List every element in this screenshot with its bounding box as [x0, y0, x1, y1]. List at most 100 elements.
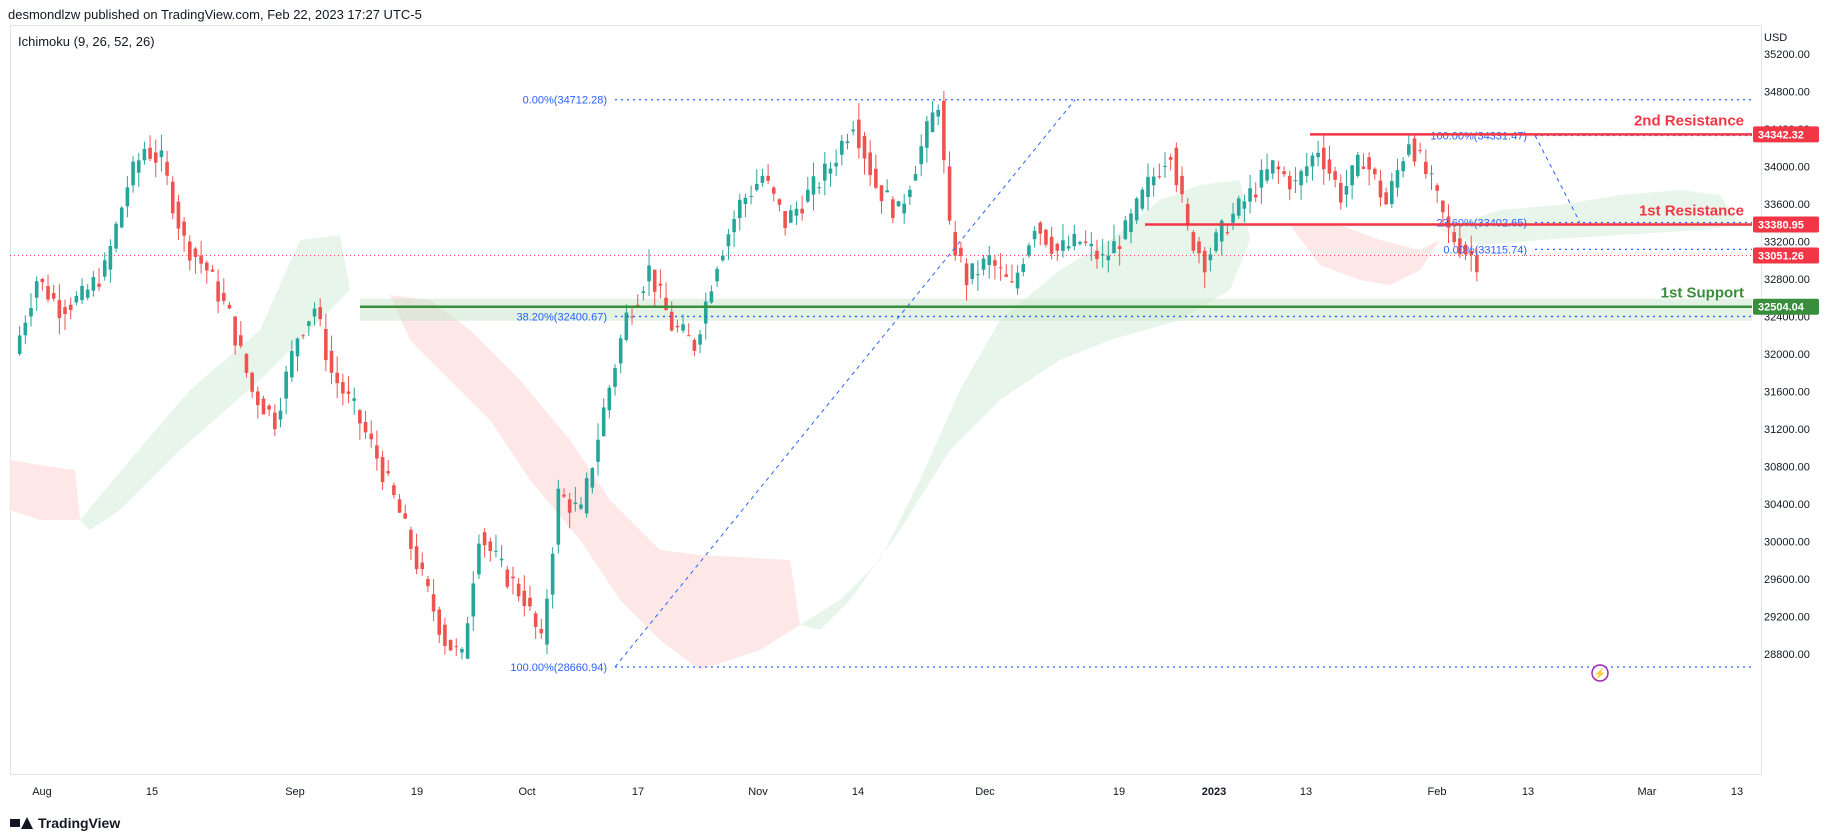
last-price-tag-label: 33051.26	[1758, 250, 1804, 262]
candle-body	[46, 286, 50, 300]
candle	[346, 376, 351, 404]
candle-body	[233, 316, 237, 346]
candle-body	[1248, 188, 1252, 202]
candle-body	[953, 232, 958, 256]
candle-body	[664, 297, 668, 311]
candle	[1338, 174, 1343, 210]
candle-body	[590, 468, 595, 488]
ichimoku-cloud-2	[390, 295, 800, 670]
candle-body	[630, 316, 634, 318]
candle-body	[1112, 241, 1116, 254]
candle	[851, 120, 855, 136]
candle	[85, 283, 90, 301]
candle	[709, 285, 714, 304]
candle-body	[766, 175, 770, 181]
candle	[193, 247, 198, 274]
candle-body	[1333, 171, 1337, 180]
candle-body	[460, 648, 464, 653]
candle-body	[1010, 281, 1014, 283]
candle-body	[777, 199, 782, 205]
candle	[908, 185, 912, 205]
candle-body	[1373, 168, 1377, 175]
candle	[403, 504, 408, 520]
candle-body	[1185, 204, 1190, 226]
candle-body	[1338, 182, 1343, 203]
candle-body	[159, 150, 164, 158]
candle	[579, 497, 583, 511]
candle	[550, 547, 555, 609]
fib-right-trend	[1534, 135, 1581, 223]
candle	[431, 579, 436, 622]
candle-body	[471, 583, 476, 617]
candle	[970, 263, 975, 285]
resistance-annotation: 2nd Resistance	[1634, 112, 1744, 129]
candle-body	[840, 140, 844, 155]
candle-body	[726, 234, 731, 247]
candle	[1174, 142, 1179, 193]
candle-body	[964, 263, 969, 286]
candle	[777, 198, 782, 212]
candle	[1083, 230, 1088, 247]
candle-body	[108, 246, 113, 270]
candle-body	[1146, 176, 1150, 197]
candle-body	[1151, 176, 1156, 186]
candle-body	[312, 308, 317, 317]
candle-body	[624, 312, 629, 340]
candle	[307, 320, 311, 337]
indicator-legend[interactable]: Ichimoku (9, 26, 52, 26)	[18, 34, 155, 49]
candle-body	[1463, 244, 1468, 255]
candle	[766, 164, 770, 185]
candle	[1163, 152, 1167, 178]
candle	[692, 337, 697, 357]
candle	[29, 293, 33, 327]
candle-body	[1236, 198, 1241, 216]
candle	[1327, 145, 1332, 181]
candle	[1140, 187, 1145, 211]
candle	[834, 149, 838, 177]
candle	[879, 185, 884, 214]
candle-body	[301, 335, 305, 337]
candle-body	[771, 187, 776, 194]
candle	[420, 552, 425, 576]
candle-body	[522, 590, 527, 607]
candle	[760, 168, 765, 187]
candle	[318, 298, 322, 327]
candle-body	[380, 457, 385, 483]
candle-body	[1407, 144, 1411, 155]
candle-body	[318, 307, 322, 320]
candle-body	[788, 210, 793, 223]
x-axis-tick: 17	[632, 786, 644, 798]
candle	[301, 334, 305, 340]
candle-body	[227, 304, 232, 309]
y-axis-tick: 31200.00	[1764, 424, 1810, 436]
y-axis-tick: 33200.00	[1764, 237, 1810, 249]
candle	[74, 291, 79, 306]
tradingview-brand[interactable]: TradingView	[10, 815, 120, 831]
candle	[635, 294, 640, 307]
candle-body	[539, 629, 544, 634]
candle	[1021, 258, 1026, 277]
candle-body	[528, 597, 532, 607]
candle	[239, 321, 243, 349]
event-lightning-icon	[1591, 664, 1609, 682]
candle	[375, 430, 379, 471]
fib-right-label: 0.00%(33115.74)	[1443, 244, 1527, 256]
candle-body	[851, 129, 855, 132]
candle	[930, 100, 935, 133]
candle-body	[834, 162, 838, 167]
candle	[148, 135, 152, 162]
candle-body	[204, 262, 209, 271]
candle	[1168, 153, 1173, 171]
candle-body	[749, 195, 753, 197]
x-axis-tick: Mar	[1638, 786, 1657, 798]
candle-body	[959, 247, 963, 257]
candle	[896, 200, 901, 207]
candle	[341, 373, 345, 406]
candle	[1038, 220, 1043, 246]
candle	[720, 250, 725, 262]
candle-body	[34, 281, 39, 298]
candle-body	[465, 623, 470, 659]
candle-body	[806, 189, 810, 202]
chart-frame	[10, 25, 1762, 775]
